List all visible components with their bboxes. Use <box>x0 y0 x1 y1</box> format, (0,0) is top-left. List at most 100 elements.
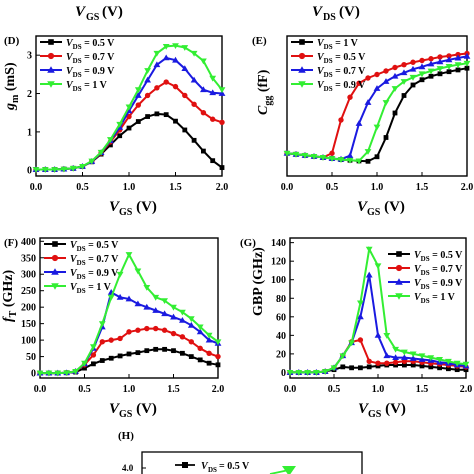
x-tick-label: 1.0 <box>123 182 136 193</box>
series-line <box>286 62 468 162</box>
data-point <box>402 362 407 368</box>
legend-entry: VDS = 0.9 V <box>414 278 463 291</box>
data-point <box>172 56 179 63</box>
series-1 <box>284 65 470 164</box>
data-point <box>144 76 151 83</box>
legend-marker <box>51 254 59 262</box>
legend-marker <box>51 283 59 290</box>
data-point <box>162 54 170 61</box>
data-point <box>97 149 105 156</box>
data-point <box>116 293 124 300</box>
y-tick-label: 40 <box>276 331 286 342</box>
data-point <box>99 339 106 345</box>
data-point <box>187 321 195 328</box>
data-point <box>436 58 444 65</box>
data-point <box>445 358 452 365</box>
data-point <box>135 350 141 356</box>
legend-entry: VDS = 1 V <box>70 282 112 295</box>
data-point <box>143 303 151 310</box>
data-point <box>161 310 168 317</box>
data-point <box>36 370 44 377</box>
data-point <box>463 52 471 59</box>
legend-marker <box>299 39 305 45</box>
panel-h: (H) 4.0 V DS = 0.5 V <box>118 430 363 474</box>
data-point <box>134 268 142 275</box>
legend-marker <box>395 278 403 285</box>
data-point <box>364 149 372 155</box>
data-point <box>215 353 221 360</box>
y-tick-label: 0 <box>27 166 32 177</box>
series-4 <box>32 43 226 173</box>
legend-entry: VDS = 0.5 V <box>414 250 463 263</box>
panel-h-green-line <box>269 469 290 474</box>
legend-entry: VDS = 0.9 V <box>66 66 115 79</box>
series-line <box>286 67 468 163</box>
x-tick-label: 2.0 <box>460 384 473 395</box>
top-left-sub: GS <box>86 12 100 23</box>
data-point <box>163 112 169 118</box>
x-tick-label: 1.5 <box>416 182 429 193</box>
y-tick-label: 400 <box>21 237 36 248</box>
data-point <box>392 359 399 365</box>
data-point <box>162 43 170 50</box>
series-4 <box>36 252 222 377</box>
legend-marker <box>47 66 55 73</box>
y-tick-label: 20 <box>276 349 286 360</box>
legend-marker <box>298 52 306 60</box>
data-point <box>375 360 381 366</box>
legend-marker <box>395 264 403 272</box>
x-tick-label: 1.5 <box>169 182 182 193</box>
data-point <box>173 118 178 124</box>
y-tick-label: 350 <box>21 253 36 264</box>
x-tick-label: 1.5 <box>167 384 180 395</box>
x-tick-label: 2.0 <box>216 182 229 193</box>
x-tick-label: 1.5 <box>416 384 429 395</box>
data-point <box>365 158 371 164</box>
data-point <box>357 300 364 307</box>
data-point <box>410 362 416 368</box>
data-point <box>328 156 336 162</box>
x-tick-label: 0.0 <box>284 384 297 395</box>
data-point <box>409 65 417 72</box>
data-point <box>215 362 221 368</box>
data-point <box>107 137 114 143</box>
data-point <box>117 353 123 359</box>
y-axis-label: fT (GHz) <box>1 270 19 322</box>
data-point <box>463 60 471 67</box>
data-point <box>375 363 381 369</box>
data-point <box>218 87 226 94</box>
data-point <box>356 80 362 86</box>
data-point <box>205 332 213 339</box>
y-tick-label: 150 <box>21 319 36 330</box>
data-point <box>116 271 124 278</box>
panel-h-tick: 4.0 <box>122 463 134 473</box>
panel-label: (F) <box>4 237 18 249</box>
data-point <box>365 75 371 81</box>
legend-marker <box>47 81 55 88</box>
data-point <box>357 337 364 343</box>
data-point <box>191 137 197 143</box>
data-point <box>313 370 320 376</box>
data-point <box>116 121 124 128</box>
x-tick-label: 0.0 <box>30 182 43 193</box>
data-point <box>339 353 347 360</box>
data-point <box>391 86 399 92</box>
data-point <box>358 365 363 371</box>
chart-panel-g: (G) 0.0 0.5 1.0 1.5 2.0 0 20 40 60 80 100 120 140 VGS … <box>240 237 472 420</box>
data-point <box>143 285 151 291</box>
data-point <box>60 166 68 173</box>
data-point <box>126 329 132 335</box>
data-point <box>210 158 216 164</box>
data-point <box>392 64 398 71</box>
data-point <box>182 92 188 99</box>
x-tick-label: 0.0 <box>34 384 47 395</box>
data-point <box>206 360 212 366</box>
data-point <box>310 154 318 160</box>
y-tick-label: 100 <box>21 336 36 347</box>
data-point <box>455 67 461 73</box>
y-tick-label: 3 <box>27 51 32 62</box>
x-tick-label: 0.5 <box>328 384 341 395</box>
